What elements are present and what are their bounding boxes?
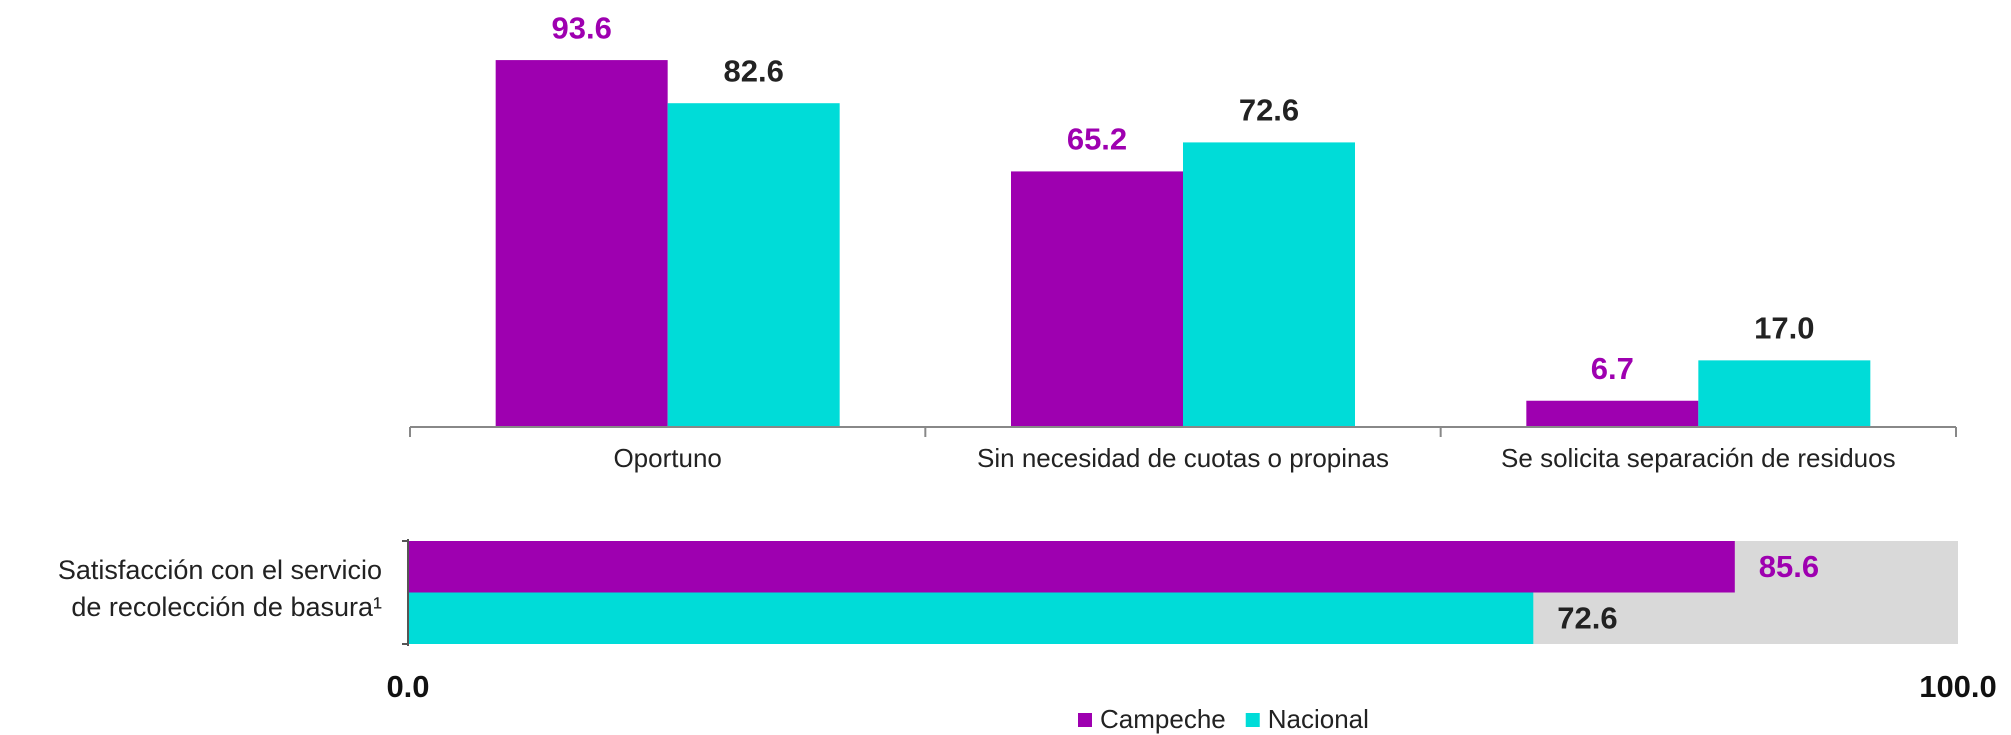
bar — [408, 541, 1735, 593]
legend-swatch — [1078, 713, 1092, 727]
bar — [1183, 142, 1355, 427]
data-label: 85.6 — [1759, 549, 1819, 584]
data-label: 65.2 — [1067, 122, 1127, 157]
x-tick-label: Sin necesidad de cuotas o propinas — [977, 443, 1389, 473]
data-label: 72.6 — [1239, 93, 1299, 128]
bar — [1011, 171, 1183, 427]
data-label: 6.7 — [1591, 351, 1634, 386]
data-label: 17.0 — [1754, 311, 1814, 346]
data-label: 93.6 — [551, 10, 611, 45]
data-label: 72.6 — [1557, 600, 1617, 635]
x-tick-label: Se solicita separación de residuos — [1501, 443, 1896, 473]
x-tick-label: Oportuno — [613, 443, 721, 473]
legend-label: Campeche — [1100, 704, 1226, 734]
x-tick-label: 0.0 — [386, 669, 429, 704]
bar — [667, 103, 840, 427]
bar — [1698, 360, 1871, 427]
bar — [1526, 400, 1699, 427]
legend-label: Nacional — [1268, 704, 1369, 734]
bar — [408, 592, 1534, 644]
bar — [495, 60, 668, 427]
x-tick-label: 100.0 — [1919, 669, 1997, 704]
data-label: 82.6 — [723, 53, 783, 88]
legend-swatch — [1245, 713, 1260, 727]
category-label: Satisfacción con el servicio de recolecc… — [57, 555, 382, 622]
